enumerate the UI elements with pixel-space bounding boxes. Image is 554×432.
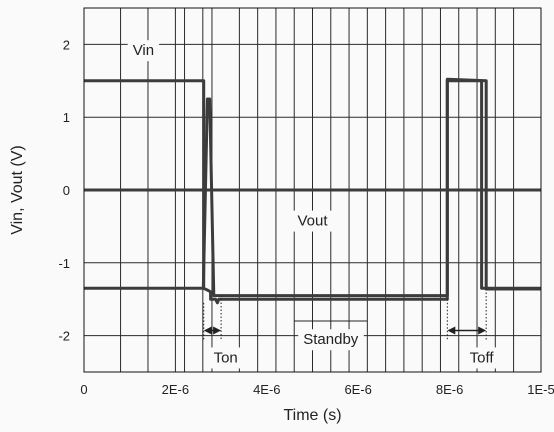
annotation: Standby: [298, 329, 364, 351]
plot-frame: [83, 7, 542, 373]
series-layer: [84, 77, 541, 305]
y-tick-label: 2: [63, 37, 70, 52]
y-tick-labels: 2 1 0 -1 -2: [58, 37, 70, 343]
annotation-label: Toff: [470, 349, 495, 366]
toff-arrow-head-left: [447, 326, 456, 335]
x-tick-label: 1E-5: [527, 382, 554, 397]
annotation: Vin: [127, 40, 160, 62]
annotation-label: Vout: [297, 213, 328, 230]
y-tick-label: -2: [58, 329, 70, 344]
y-axis-title: Vin, Vout (V): [9, 145, 26, 235]
annotation-label: Vin: [133, 42, 154, 59]
annotation-label: Standby: [303, 331, 359, 348]
annotation: Toff: [464, 347, 500, 369]
x-tick-label: 8E-6: [436, 382, 463, 397]
toff-arrow-head-right: [478, 326, 487, 335]
x-tick-label: 4E-6: [253, 382, 280, 397]
annotation: Ton: [208, 347, 243, 369]
x-tick-label: 6E-6: [344, 382, 371, 397]
ton-arrow-head-left: [203, 326, 212, 335]
annotation-label: Ton: [214, 349, 238, 366]
series-line-2: [84, 79, 541, 298]
y-tick-label: -1: [58, 256, 70, 271]
annotation-layer: Vin Vout Ton Standby Toff: [127, 40, 500, 369]
y-tick-label: 1: [63, 110, 70, 125]
annotation-background: [292, 210, 334, 232]
annotation: Vout: [292, 210, 334, 232]
annotation-background: [127, 40, 160, 62]
x-tick-label: 2E-6: [162, 382, 189, 397]
x-axis-title: Time (s): [283, 407, 341, 424]
x-tick-label: 0: [80, 382, 87, 397]
y-tick-label: 0: [63, 183, 70, 198]
annotation-background: [208, 347, 243, 369]
annotation-background: [464, 347, 500, 369]
ton-arrow-head-right: [213, 326, 222, 335]
annotation-background: [298, 329, 364, 351]
x-tick-labels: 0 2E-6 4E-6 6E-6 8E-6 1E-5: [80, 382, 554, 397]
